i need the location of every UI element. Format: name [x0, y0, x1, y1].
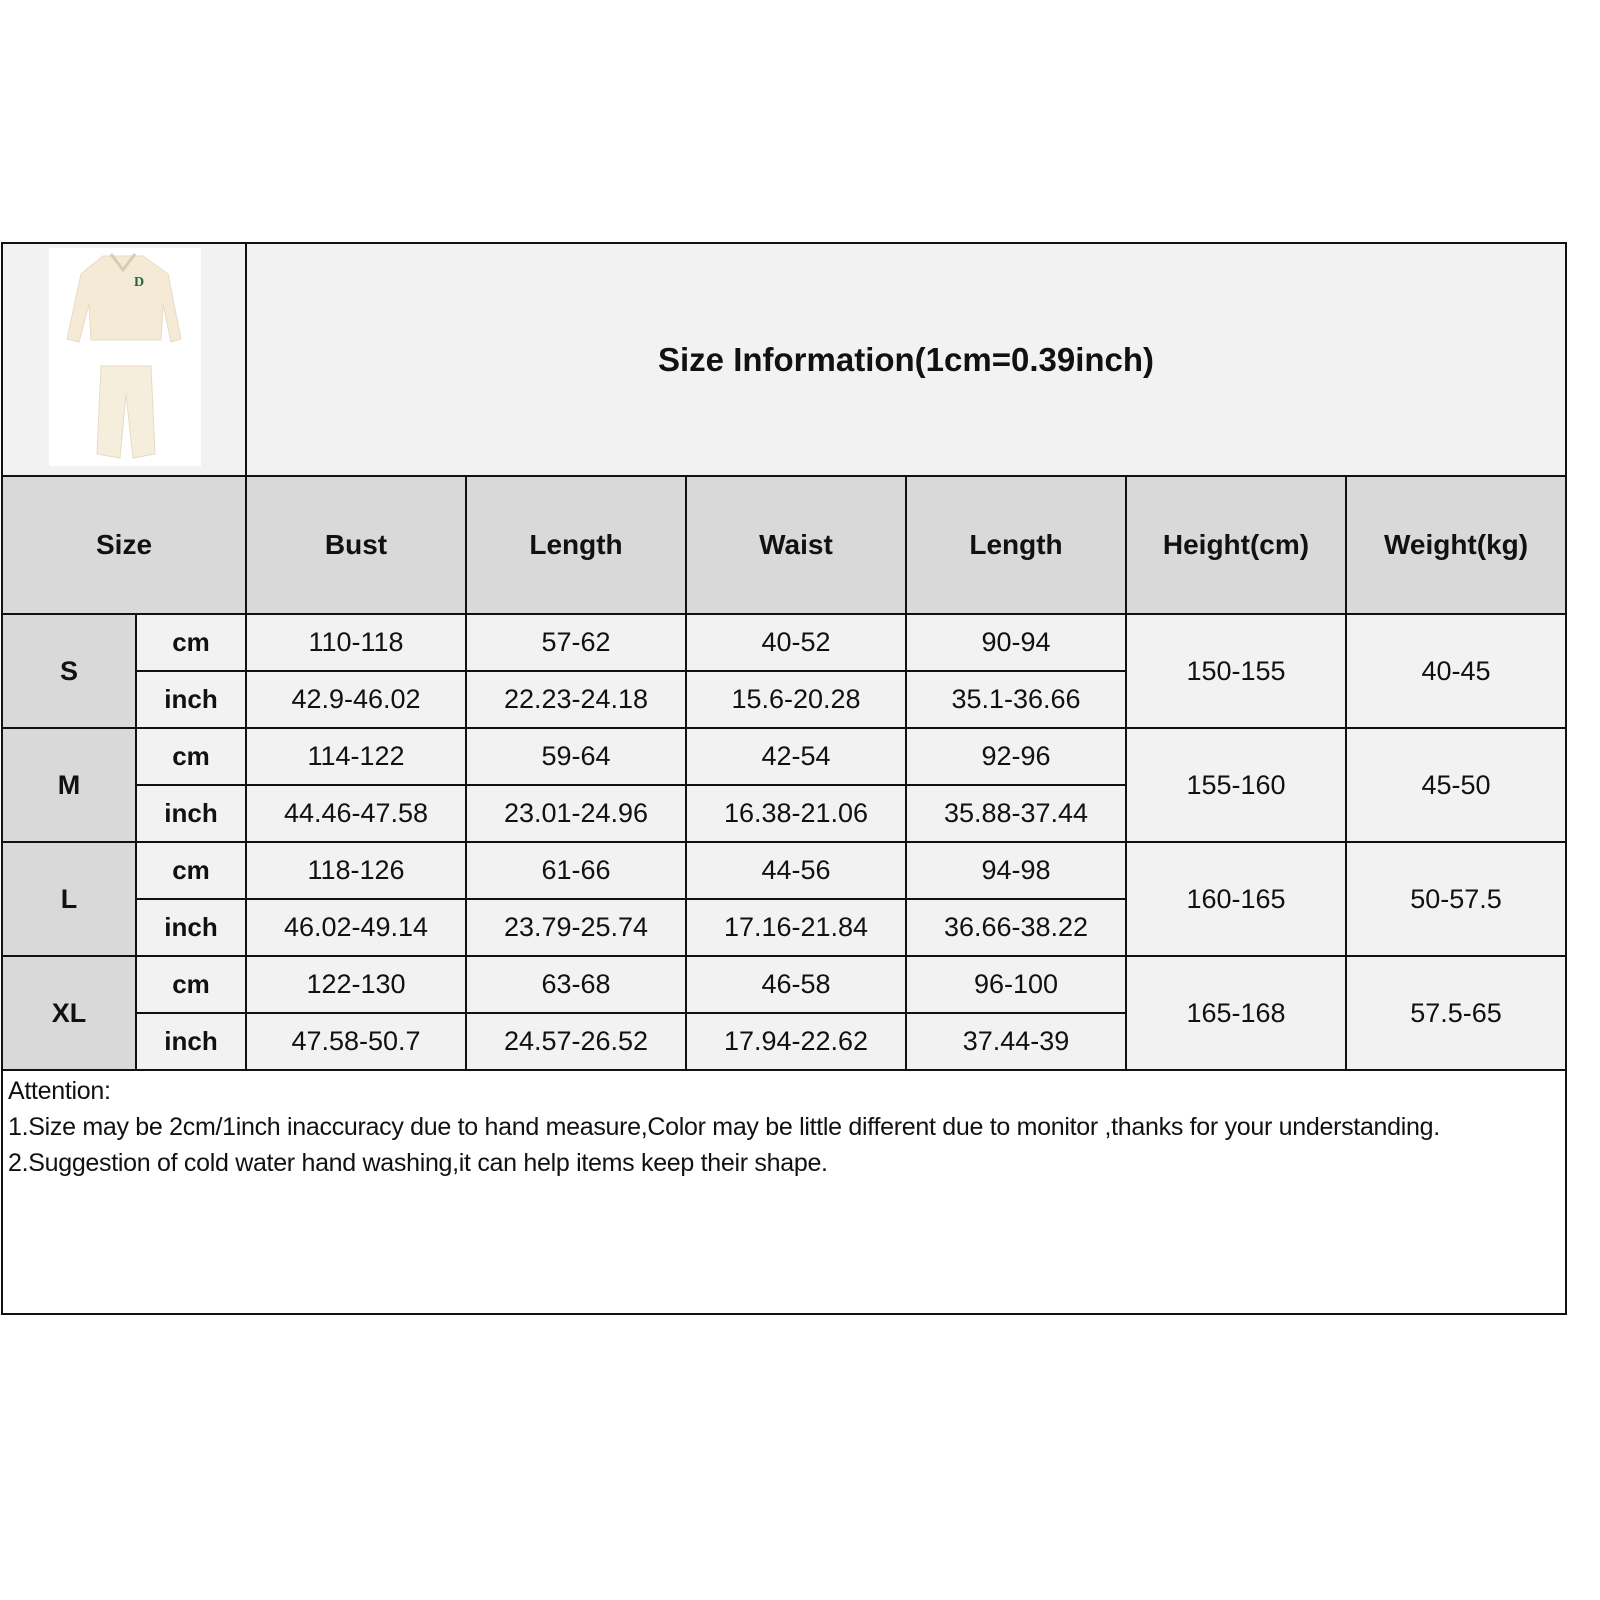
size-chart-table: D Size Information(1cm=0.39inch) Size Bu…: [0, 242, 1568, 1315]
measurement-cell: 114-122: [245, 727, 467, 786]
measurement-cell: 47.58-50.7: [245, 1012, 467, 1071]
measurement-cell: 36.66-38.22: [905, 898, 1127, 957]
column-header: Length: [465, 475, 687, 615]
height-cell: 160-165: [1125, 841, 1347, 957]
table-row: XL cm 122-130 63-68 46-58 96-100 165-168 57.5-6…: [1, 955, 1568, 1071]
height-cell: 155-160: [1125, 727, 1347, 843]
size-label: L: [1, 841, 137, 957]
table-row: inch 47.58-50.7 24.57-26.52 17.94-22.62 37.4…: [2, 1012, 1566, 1071]
measurement-cell: 17.16-21.84: [685, 898, 907, 957]
table-row: inch 46.02-49.14 23.79-25.74 17.16-21.84 36.…: [2, 898, 1566, 957]
measurement-cell: 96-100: [905, 955, 1127, 1014]
measurement-cell: 59-64: [465, 727, 687, 786]
column-header: Height(cm): [1125, 475, 1347, 615]
measurement-cell: 17.94-22.62: [685, 1012, 907, 1071]
measurement-cell: 44.46-47.58: [245, 784, 467, 843]
page-title: Size Information(1cm=0.39inch): [244, 242, 1568, 477]
svg-text:D: D: [134, 275, 144, 290]
unit-label: cm: [135, 613, 247, 672]
measurement-cell: 46-58: [685, 955, 907, 1014]
measurement-cell: 24.57-26.52: [465, 1012, 687, 1071]
measurement-cell: 22.23-24.18: [465, 670, 687, 729]
measurement-cell: 46.02-49.14: [245, 898, 467, 957]
table-row: inch 42.9-46.02 22.23-24.18 15.6-20.28 35.1-…: [2, 670, 1566, 729]
measurement-cell: 35.88-37.44: [905, 784, 1127, 843]
measurement-cell: 42.9-46.02: [245, 670, 467, 729]
height-cell: 165-168: [1125, 955, 1347, 1071]
measurement-cell: 63-68: [465, 955, 687, 1014]
measurement-cell: 57-62: [465, 613, 687, 672]
measurement-cell: 37.44-39: [905, 1012, 1127, 1071]
unit-label: cm: [135, 841, 247, 900]
measurement-cell: 40-52: [685, 613, 907, 672]
column-header: Length: [905, 475, 1127, 615]
size-label: S: [1, 613, 137, 729]
height-cell: 150-155: [1125, 613, 1347, 729]
measurement-cell: 15.6-20.28: [685, 670, 907, 729]
size-label: M: [1, 727, 137, 843]
unit-label: inch: [135, 898, 247, 957]
measurement-cell: 92-96: [905, 727, 1127, 786]
product-image-cell: D: [1, 242, 247, 477]
measurement-cell: 118-126: [245, 841, 467, 900]
measurement-cell: 42-54: [685, 727, 907, 786]
measurement-cell: 23.79-25.74: [465, 898, 687, 957]
attention-notes: Attention: 1.Size may be 2cm/1inch inaccu…: [0, 1069, 1568, 1315]
column-header: Bust: [245, 475, 467, 615]
table-row: inch 44.46-47.58 23.01-24.96 16.38-21.06 35.…: [2, 784, 1566, 843]
measurement-cell: 44-56: [685, 841, 907, 900]
measurement-cell: 122-130: [245, 955, 467, 1014]
measurement-cell: 35.1-36.66: [905, 670, 1127, 729]
header-row: Size Bust Length Waist Length Height(cm)…: [1, 475, 1568, 615]
measurement-cell: 94-98: [905, 841, 1127, 900]
measurement-cell: 23.01-24.96: [465, 784, 687, 843]
unit-label: inch: [135, 784, 247, 843]
measurement-cell: 16.38-21.06: [685, 784, 907, 843]
weight-cell: 45-50: [1344, 727, 1568, 843]
column-header: Size: [1, 475, 247, 615]
attention-heading: Attention:: [8, 1077, 111, 1105]
size-label: XL: [1, 955, 137, 1071]
column-header: Weight(kg): [1344, 475, 1568, 615]
unit-label: cm: [135, 955, 247, 1014]
attention-note: 2.Suggestion of cold water hand washing,…: [8, 1149, 828, 1177]
measurement-cell: 61-66: [465, 841, 687, 900]
unit-label: inch: [135, 670, 247, 729]
column-header: Waist: [685, 475, 907, 615]
weight-cell: 57.5-65: [1344, 955, 1568, 1071]
weight-cell: 50-57.5: [1344, 841, 1568, 957]
measurement-cell: 110-118: [245, 613, 467, 672]
unit-label: cm: [135, 727, 247, 786]
attention-note: 1.Size may be 2cm/1inch inaccuracy due t…: [8, 1113, 1440, 1141]
tracksuit-image: D: [49, 248, 201, 466]
weight-cell: 40-45: [1344, 613, 1568, 729]
attention-row: Attention: 1.Size may be 2cm/1inch inaccu…: [0, 1069, 1568, 1315]
measurement-cell: 90-94: [905, 613, 1127, 672]
unit-label: inch: [135, 1012, 247, 1071]
